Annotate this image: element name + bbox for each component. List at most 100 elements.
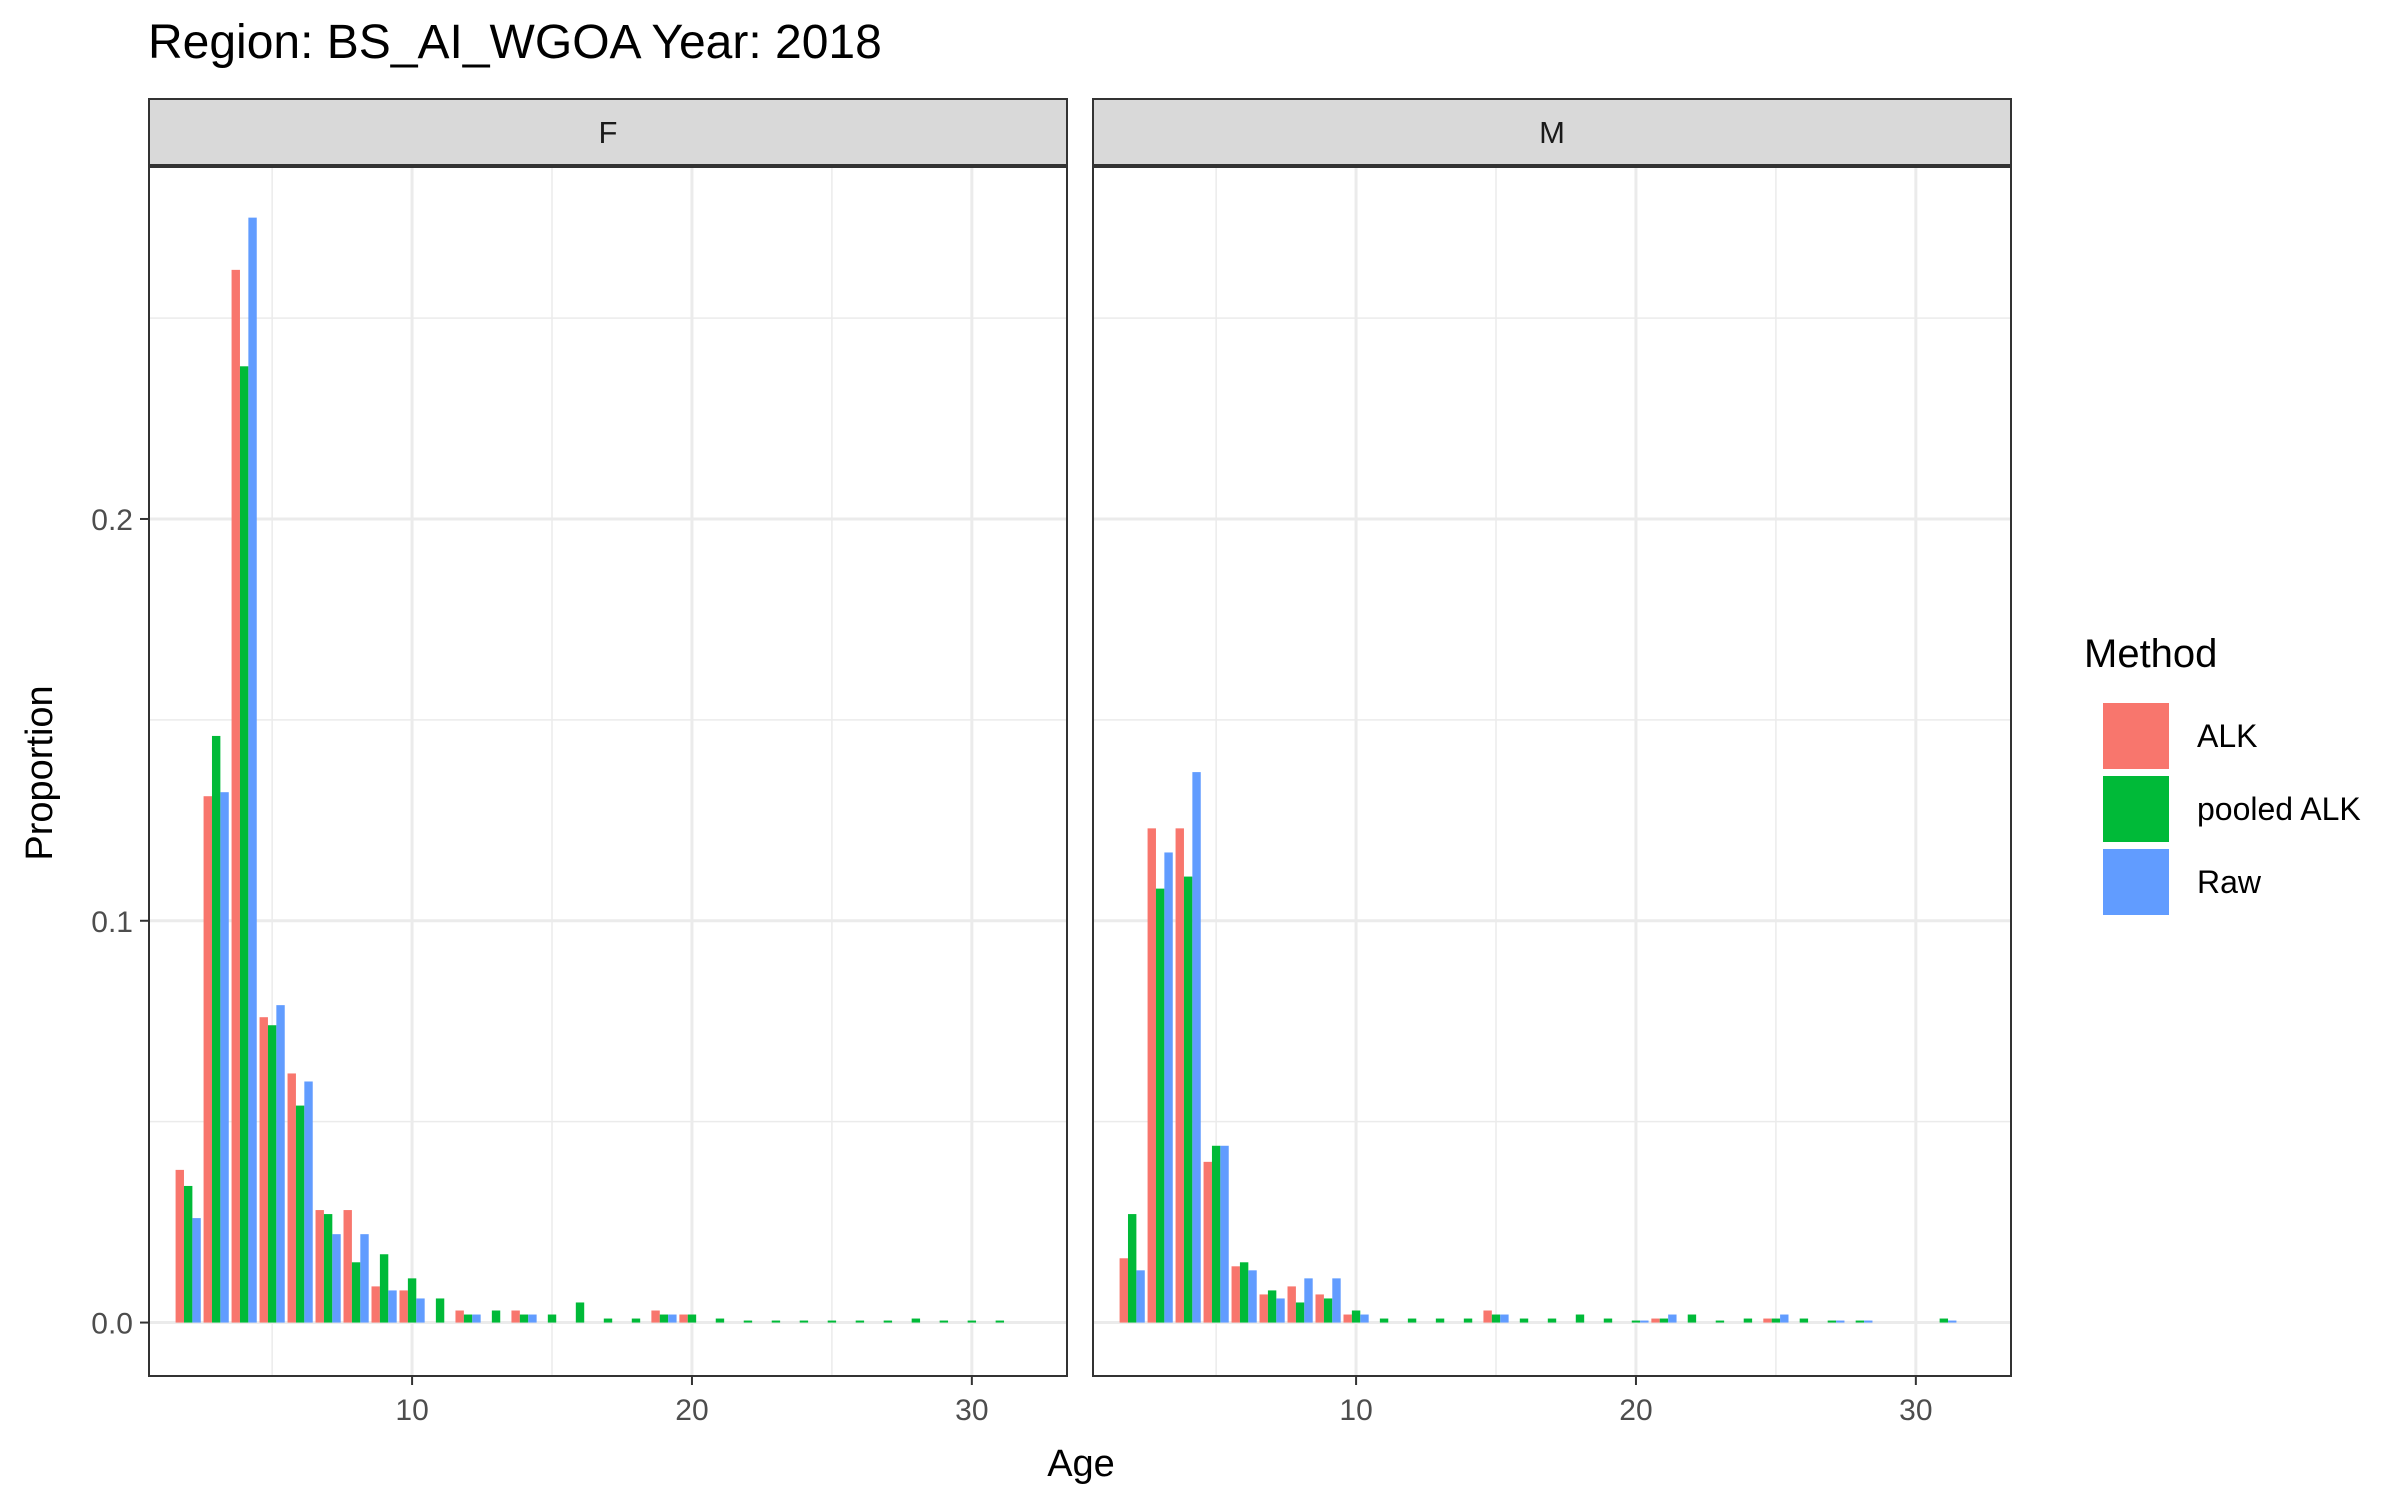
bar-f-alk-age-20 <box>679 1314 688 1323</box>
bar-m-raw-age-8 <box>1304 1278 1313 1323</box>
bar-m-raw-age-21 <box>1668 1314 1677 1323</box>
bar-f-pooled-alk-age-5 <box>267 1025 277 1323</box>
bar-m-pooled-alk-age-7 <box>1267 1290 1277 1323</box>
bar-m-pooled-alk-age-15 <box>1491 1314 1501 1323</box>
bar-m-pooled-alk-age-8 <box>1295 1302 1305 1323</box>
bar-f-raw-age-10 <box>416 1298 425 1323</box>
bar-m-alk-age-3 <box>1147 828 1156 1323</box>
bar-m-raw-age-3 <box>1164 852 1173 1323</box>
bar-f-alk-age-9 <box>371 1286 380 1323</box>
bar-m-alk-age-7 <box>1259 1294 1268 1323</box>
bar-m-raw-age-4 <box>1192 772 1201 1323</box>
bar-m-pooled-alk-age-31 <box>1939 1318 1949 1323</box>
legend-label-alk: ALK <box>2197 718 2257 754</box>
bar-m-alk-age-10 <box>1343 1314 1352 1323</box>
bar-f-alk-age-7 <box>315 1210 324 1323</box>
x-tick-label-30: 30 <box>955 1394 988 1427</box>
bar-f-raw-age-5 <box>276 1005 285 1323</box>
bar-f-pooled-alk-age-16 <box>575 1302 585 1323</box>
bar-m-pooled-alk-age-13 <box>1435 1318 1445 1323</box>
bar-f-alk-age-12 <box>455 1310 464 1323</box>
bar-m-alk-age-4 <box>1175 828 1184 1323</box>
bar-f-raw-age-9 <box>388 1290 397 1323</box>
x-tick-label-20: 20 <box>675 1394 708 1427</box>
bar-f-pooled-alk-age-24 <box>799 1320 809 1323</box>
bar-m-raw-age-15 <box>1500 1314 1509 1323</box>
bar-m-alk-age-25 <box>1763 1318 1772 1323</box>
bar-m-pooled-alk-age-12 <box>1407 1318 1417 1323</box>
x-tick-label-10: 10 <box>1339 1394 1372 1427</box>
bar-m-pooled-alk-age-28 <box>1855 1320 1865 1323</box>
bar-m-raw-age-28 <box>1864 1320 1873 1323</box>
bar-f-pooled-alk-age-22 <box>743 1320 753 1323</box>
bar-m-pooled-alk-age-16 <box>1519 1318 1529 1323</box>
bar-f-pooled-alk-age-29 <box>939 1320 949 1323</box>
bar-m-raw-age-20 <box>1640 1320 1649 1323</box>
bar-m-pooled-alk-age-11 <box>1379 1318 1389 1323</box>
legend-item-raw: Raw <box>2103 849 2262 915</box>
bar-f-raw-age-7 <box>332 1234 341 1323</box>
bar-m-pooled-alk-age-3 <box>1155 888 1165 1323</box>
legend: Method ALK pooled ALK Raw <box>2084 632 2361 915</box>
bar-m-raw-age-9 <box>1332 1278 1341 1323</box>
bar-f-pooled-alk-age-19 <box>659 1314 669 1323</box>
bar-f-alk-age-2 <box>175 1169 184 1323</box>
facet-f: F 10 20 30 0.0 0.1 0.2 <box>91 98 1068 1427</box>
bar-m-alk-age-15 <box>1483 1310 1492 1323</box>
bar-f-raw-age-19 <box>668 1314 677 1323</box>
bar-m-pooled-alk-age-24 <box>1743 1318 1753 1323</box>
bar-f-pooled-alk-age-6 <box>295 1105 305 1323</box>
bar-f-alk-age-6 <box>287 1073 296 1323</box>
bar-f-raw-age-4 <box>248 217 257 1323</box>
bar-m-raw-age-10 <box>1360 1314 1369 1323</box>
facet-f-strip <box>148 98 1068 166</box>
legend-swatch-raw <box>2103 849 2169 915</box>
bar-f-pooled-alk-age-12 <box>463 1314 473 1323</box>
bar-f-pooled-alk-age-13 <box>491 1310 501 1323</box>
bar-m-raw-age-25 <box>1780 1314 1789 1323</box>
bar-f-pooled-alk-age-10 <box>407 1278 417 1323</box>
legend-label-pooled-alk: pooled ALK <box>2197 791 2361 827</box>
y-axis-label: Proportion <box>19 685 61 860</box>
bar-m-raw-age-31 <box>1948 1320 1957 1323</box>
bar-m-alk-age-5 <box>1203 1161 1212 1323</box>
facet-m-border <box>1092 166 2012 1377</box>
bar-f-pooled-alk-age-7 <box>323 1214 333 1323</box>
bar-f-pooled-alk-age-2 <box>183 1185 193 1323</box>
bar-m-pooled-alk-age-26 <box>1799 1318 1809 1323</box>
facet-m-strip <box>1092 98 2012 166</box>
bar-f-raw-age-8 <box>360 1234 369 1323</box>
bar-m-alk-age-6 <box>1231 1266 1240 1323</box>
legend-item-alk: ALK <box>2103 703 2257 769</box>
bar-m-alk-age-21 <box>1651 1318 1660 1323</box>
bar-f-alk-age-3 <box>203 796 212 1323</box>
bar-m-raw-age-27 <box>1836 1320 1845 1323</box>
bar-f-alk-age-10 <box>399 1290 408 1323</box>
bar-f-raw-age-12 <box>472 1314 481 1323</box>
bar-f-pooled-alk-age-28 <box>911 1318 921 1323</box>
bar-f-pooled-alk-age-14 <box>519 1314 529 1323</box>
bar-f-pooled-alk-age-4 <box>239 366 249 1323</box>
legend-label-raw: Raw <box>2197 864 2262 900</box>
chart-title: Region: BS_AI_WGOA Year: 2018 <box>148 16 882 69</box>
legend-item-pooled-alk: pooled ALK <box>2103 776 2361 842</box>
bar-m-pooled-alk-age-10 <box>1351 1310 1361 1323</box>
facet-m-panel <box>1093 167 2011 1376</box>
facet-panels: F 10 20 30 0.0 0.1 0.2 M 10 20 30 <box>91 98 2012 1427</box>
bar-m-pooled-alk-age-22 <box>1687 1314 1697 1323</box>
bar-m-raw-age-6 <box>1248 1270 1257 1323</box>
bar-f-raw-age-6 <box>304 1081 313 1323</box>
bar-m-pooled-alk-age-19 <box>1603 1318 1613 1323</box>
bar-f-pooled-alk-age-9 <box>379 1254 389 1323</box>
facet-f-border <box>148 166 1068 1377</box>
bar-f-pooled-alk-age-15 <box>547 1314 557 1323</box>
bar-f-pooled-alk-age-8 <box>351 1262 361 1323</box>
bar-f-alk-age-19 <box>651 1310 660 1323</box>
y-tick-label: 0.0 <box>91 1308 133 1341</box>
bar-m-raw-age-5 <box>1220 1145 1229 1323</box>
bar-m-pooled-alk-age-27 <box>1827 1320 1837 1323</box>
bar-f-pooled-alk-age-21 <box>715 1318 725 1323</box>
bar-f-raw-age-14 <box>528 1314 537 1323</box>
bar-m-pooled-alk-age-4 <box>1183 876 1193 1323</box>
